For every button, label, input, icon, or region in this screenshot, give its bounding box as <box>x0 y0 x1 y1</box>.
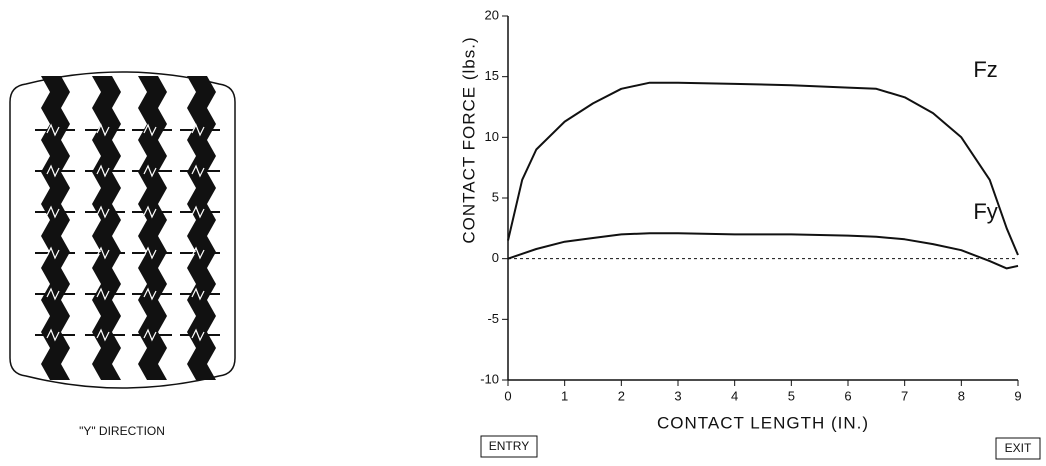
sipe-zig <box>46 164 60 178</box>
sipe-zig <box>191 328 205 342</box>
sipe-zig <box>46 123 60 137</box>
sipe-zig <box>46 205 60 219</box>
x-tick-label: 6 <box>844 388 851 403</box>
y-tick-label: 5 <box>492 189 499 204</box>
series-line <box>507 232 1019 270</box>
x-tick-label: 5 <box>788 388 795 403</box>
tread-band <box>92 76 121 380</box>
sipe-zig <box>191 205 205 219</box>
sipe-zig <box>96 205 110 219</box>
exit-label: EXIT <box>1005 441 1032 455</box>
x-tick-label: 9 <box>1014 388 1021 403</box>
tread-pattern <box>35 76 220 380</box>
tread-band <box>138 76 167 380</box>
x-axis-title: CONTACT LENGTH (IN.) <box>657 413 869 432</box>
x-tick-label: 1 <box>561 388 568 403</box>
x-tick-label: 3 <box>674 388 681 403</box>
series-label: Fy <box>973 199 997 224</box>
sipe-zig <box>143 123 157 137</box>
entry-box <box>480 435 538 458</box>
y-tick-label: 10 <box>485 129 499 144</box>
y-axis-title: CONTACT FORCE (lbs.) <box>459 36 478 243</box>
sipe-zig <box>46 246 60 260</box>
sipe-zig <box>96 123 110 137</box>
sipe-zig <box>191 123 205 137</box>
sipe-zig <box>191 246 205 260</box>
x-tick-label: 7 <box>901 388 908 403</box>
sipe-zig <box>96 164 110 178</box>
exit-box <box>995 437 1041 460</box>
series-line <box>507 81 1019 256</box>
y-tick-label: 20 <box>485 7 499 22</box>
x-tick-label: 2 <box>618 388 625 403</box>
series-label: Fz <box>973 57 997 82</box>
sipe-zig <box>143 328 157 342</box>
sipe-zig <box>96 328 110 342</box>
x-tick-label: 8 <box>958 388 965 403</box>
sipe-zig <box>143 205 157 219</box>
y-tick-label: -10 <box>480 371 499 386</box>
sipe-zig <box>191 287 205 301</box>
caption: "Y" DIRECTION <box>79 424 165 438</box>
tread-band <box>187 76 216 380</box>
x-tick-label: 0 <box>504 388 511 403</box>
sipe-zig <box>46 287 60 301</box>
tread-band <box>41 76 70 380</box>
y-tick-label: -5 <box>487 311 499 326</box>
sipe-zig <box>191 164 205 178</box>
sipe-zig <box>143 246 157 260</box>
y-tick-label: 0 <box>492 250 499 265</box>
sipe-zig <box>96 287 110 301</box>
y-tick-label: 15 <box>485 68 499 83</box>
sipe-zig <box>143 164 157 178</box>
x-tick-label: 4 <box>731 388 738 403</box>
sipe-zig <box>46 328 60 342</box>
entry-label: ENTRY <box>489 439 529 453</box>
sipe-zig <box>143 287 157 301</box>
sipe-zig <box>96 246 110 260</box>
